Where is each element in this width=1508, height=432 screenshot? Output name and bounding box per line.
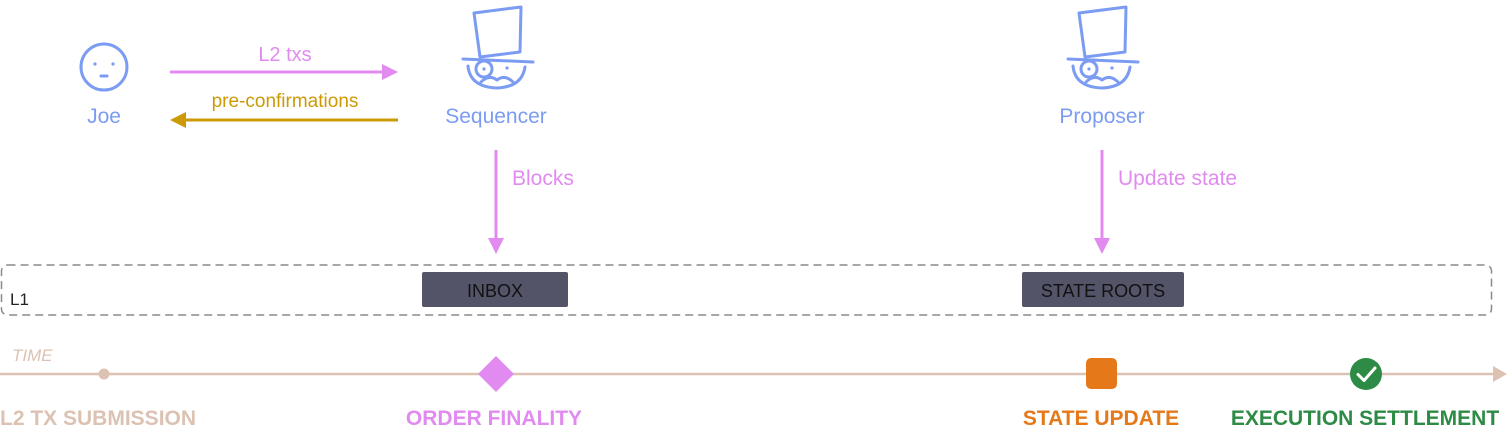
- state-roots-box: STATE ROOTS: [1022, 272, 1184, 307]
- order-finality-label: ORDER FINALITY: [406, 407, 582, 430]
- timeline-arrowhead: [1493, 366, 1507, 382]
- timeline: TIME L2 TX SUBMISSION ORDER FINALITY STA…: [0, 346, 1507, 430]
- blocks-arrow: Blocks: [488, 150, 574, 254]
- state-update-marker: [1086, 358, 1117, 389]
- update-state-label: Update state: [1118, 167, 1237, 190]
- top-hat-monocle-mustache-icon: [461, 5, 535, 90]
- l2-txs-label: L2 txs: [258, 44, 311, 66]
- pre-confirmations-arrow: pre-confirmations: [170, 91, 398, 128]
- order-finality-marker: [478, 356, 514, 392]
- inbox-label: INBOX: [467, 281, 523, 301]
- blocks-label: Blocks: [512, 167, 574, 190]
- pre-confirmations-label: pre-confirmations: [212, 91, 359, 112]
- sequencer-label: Sequencer: [445, 105, 547, 128]
- inbox-box: INBOX: [422, 272, 568, 307]
- smiley-face-icon: [79, 42, 129, 92]
- l1-label: L1: [10, 290, 29, 309]
- l1-region: L1 INBOX STATE ROOTS: [0, 264, 1493, 316]
- l2-txs-arrow: L2 txs: [170, 44, 398, 80]
- time-label: TIME: [12, 346, 53, 365]
- update-state-arrow: Update state: [1094, 150, 1237, 254]
- proposer-label: Proposer: [1059, 105, 1144, 128]
- submission-label: L2 TX SUBMISSION: [0, 407, 196, 430]
- sequencer-actor: Sequencer: [445, 5, 547, 128]
- state-update-label: STATE UPDATE: [1023, 407, 1179, 430]
- l1-dashed-border: [0, 264, 1493, 316]
- state-roots-label: STATE ROOTS: [1041, 281, 1165, 301]
- checkmark-icon: [1350, 358, 1382, 390]
- joe-label: Joe: [87, 105, 121, 128]
- submission-marker: [98, 368, 110, 380]
- proposer-actor: Proposer: [1059, 5, 1145, 128]
- top-hat-monocle-mustache-icon: [1066, 5, 1140, 90]
- joe-actor: Joe: [79, 42, 129, 128]
- execution-settlement-label: EXECUTION SETTLEMENT: [1231, 407, 1500, 430]
